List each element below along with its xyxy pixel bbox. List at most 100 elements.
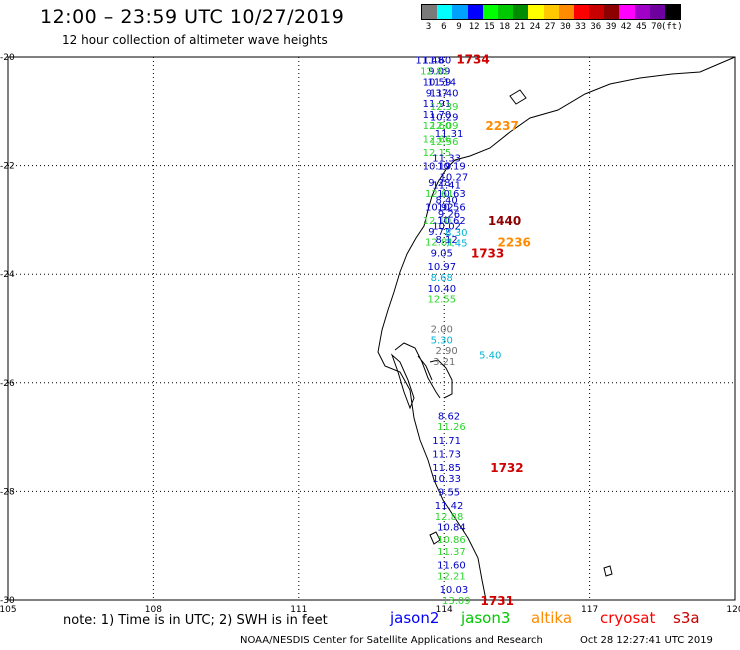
swh-label: 8.12: [435, 235, 457, 246]
legend-swatch: [665, 5, 681, 19]
color-scale-legend: 3 6 9 12 15 18 21 24 27 30 33 36 39 42 45 70 (ft): [421, 4, 683, 34]
swh-label: 10.84: [437, 523, 466, 534]
swh-label: 7.45: [445, 239, 467, 250]
swh-label: 8.30: [445, 228, 467, 239]
legend-label: 27: [544, 22, 556, 32]
pass-time-label: 2236: [498, 236, 531, 250]
legend-label: 30: [559, 22, 571, 32]
swh-label: 11.91: [423, 99, 452, 110]
swh-label: 10.92: [425, 202, 454, 213]
swh-label: 2.90: [435, 346, 457, 357]
x-tick-label: 120: [726, 605, 740, 615]
swh-label: 9.28: [428, 178, 450, 189]
legend-label: 18: [499, 22, 511, 32]
legend-label: 42: [620, 22, 632, 32]
swh-label: 12.66: [423, 134, 452, 145]
legend-swatch: [589, 5, 605, 19]
swh-label: 11.73: [432, 449, 461, 460]
swh-label: 12.56: [430, 137, 459, 148]
generation-timestamp: Oct 28 12:27:41 UTC 2019: [580, 635, 713, 646]
y-tick-label: -22: [0, 162, 15, 172]
credit-line: NOAA/NESDIS Center for Satellite Applica…: [240, 635, 543, 646]
swh-label: 2.00: [431, 325, 453, 336]
x-tick-label: 117: [581, 605, 598, 615]
swh-label: 11.33: [432, 153, 461, 164]
coastline-island: [429, 531, 441, 545]
swh-label: 11.71: [432, 436, 461, 447]
pass-time-label: 1734: [456, 53, 489, 67]
legend-swatch: [543, 5, 559, 19]
legend-label: 15: [483, 22, 495, 32]
legend-swatch: [497, 5, 514, 19]
legend-label: 3: [425, 22, 432, 32]
swh-label: 10.59: [423, 77, 452, 88]
swh-label: 12.88: [435, 512, 464, 523]
swh-label: 11.41: [432, 181, 461, 192]
coastline-shark-bay: [394, 342, 453, 399]
swh-label: 12.61: [425, 189, 454, 200]
legend-label: 24: [529, 22, 541, 32]
swh-label: 12.15: [423, 148, 452, 159]
swh-label: 12.60: [423, 121, 452, 132]
legend-label: 33: [575, 22, 587, 32]
swh-label: 9.55: [438, 487, 460, 498]
map-subtitle: 12 hour collection of altimeter wave hei…: [62, 33, 328, 47]
swh-label: 12.39: [430, 102, 459, 113]
swh-label: 12.10: [423, 216, 452, 227]
legend-label: (ft): [660, 22, 683, 32]
swh-label: 12.09: [430, 121, 459, 132]
pass-time-label: 1731: [481, 594, 514, 608]
coastline-mainland: [377, 56, 736, 601]
x-tick-label: 114: [436, 605, 453, 615]
swh-label: 13.09: [442, 596, 471, 607]
legend-swatch: [513, 5, 529, 19]
swh-label: 10.62: [437, 216, 466, 227]
map-title: 12:00 – 23:59 UTC 10/27/2019: [40, 6, 345, 28]
swh-label: 9.09: [428, 67, 450, 78]
pass-time-label: 2237: [485, 119, 518, 133]
legend-swatch-row: [421, 4, 682, 20]
swh-label: 9.05: [431, 248, 453, 259]
swh-label: 8.40: [435, 195, 457, 206]
pass-time-label: 1732: [490, 461, 523, 475]
swh-label: 5.40: [479, 351, 501, 362]
swh-label: 8.68: [431, 273, 453, 284]
legend-label: 6: [441, 22, 447, 32]
swh-label: 10.27: [440, 172, 469, 183]
legend-label: 70: [651, 22, 663, 32]
pass-time-label: 1733: [471, 246, 504, 260]
swh-label: 10.63: [437, 189, 466, 200]
swh-label: 9.37: [426, 88, 448, 99]
x-tick-label: 105: [0, 605, 17, 615]
satellite-s3a: s3a: [673, 609, 700, 627]
y-tick-label: -26: [0, 379, 15, 389]
y-tick-label: -28: [0, 487, 15, 497]
wave-height-labels: 11.4811.609.0912.8110.5911.149.3711.4011…: [415, 56, 501, 607]
legend-label: 12: [468, 22, 480, 32]
legend-label: 9: [456, 22, 462, 32]
swh-label: 8.62: [438, 411, 460, 422]
legend-swatch: [528, 5, 544, 19]
swh-label: 10.19: [437, 162, 466, 173]
swh-label: 11.70: [423, 110, 452, 121]
legend-swatch: [634, 5, 650, 19]
pass-time-label: 1440: [488, 214, 521, 228]
satellite-cryosat: cryosat: [600, 609, 656, 627]
swh-label: 9.72: [428, 227, 450, 238]
swh-label: 10.40: [427, 284, 456, 295]
swh-label: 11.42: [435, 501, 464, 512]
legend-swatch: [604, 5, 620, 19]
swh-label: 10.33: [432, 474, 461, 485]
swh-label: 12.21: [437, 572, 466, 583]
swh-label: 11.37: [437, 547, 466, 558]
coastline-island: [603, 565, 613, 577]
swh-label: 10.29: [430, 113, 459, 124]
satellite-jason3: jason3: [461, 609, 511, 627]
swh-label: 12.81: [420, 67, 449, 78]
coastline-island: [509, 89, 527, 105]
legend-label: 39: [605, 22, 617, 32]
legend-swatch: [437, 5, 453, 19]
y-tick-label: -24: [0, 270, 15, 280]
swh-label: 9.26: [438, 209, 460, 220]
